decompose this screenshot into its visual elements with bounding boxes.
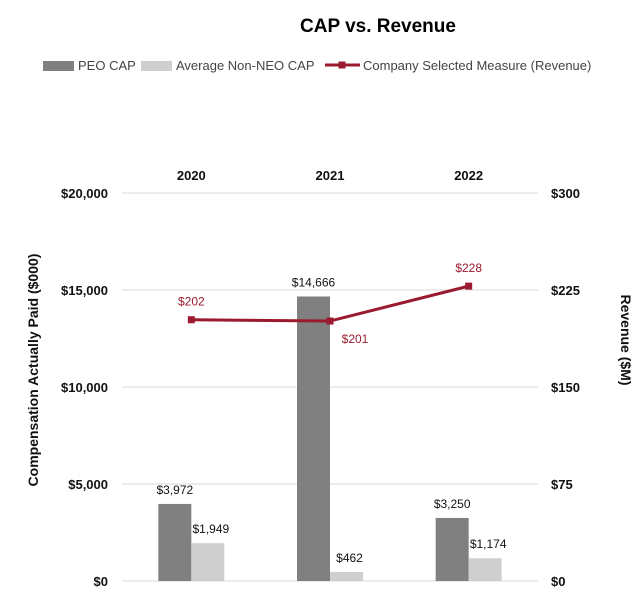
bar-non-neo-cap-2020 [191, 543, 225, 581]
bar-non-neo-cap-2022 [468, 558, 502, 581]
bar-peo-cap-2020 [158, 503, 192, 581]
revenue-point-2020 [187, 316, 195, 324]
right-axis-title: Revenue ($M) [618, 294, 634, 385]
chart-title: CAP vs. Revenue [300, 16, 456, 37]
revenue-value-label: $201 [342, 332, 369, 346]
category-label-2022: 2022 [454, 168, 483, 183]
category-labels: 2020 2021 2022 [177, 168, 483, 183]
left-axis-tick-label: $15,000 [61, 283, 108, 298]
revenue-point-2021 [326, 317, 334, 325]
revenue-value-label: $202 [178, 295, 205, 309]
right-axis-tick-label: $75 [551, 477, 573, 492]
right-axis-tick-label: $150 [551, 380, 580, 395]
right-axis-tick-label: $0 [551, 574, 565, 589]
bar-value-label: $1,949 [192, 522, 229, 536]
revenue-value-label: $228 [455, 261, 482, 275]
left-axis-tick-label: $10,000 [61, 380, 108, 395]
legend-label-non-neo-cap: Average Non-NEO CAP [176, 58, 315, 73]
bar-value-label: $1,174 [470, 537, 507, 551]
bar-peo-cap-2022 [435, 517, 469, 581]
legend-label-revenue: Company Selected Measure (Revenue) [363, 58, 591, 73]
category-label-2020: 2020 [177, 168, 206, 183]
legend-marker-revenue [338, 61, 346, 69]
left-axis-tick-label: $0 [94, 574, 108, 589]
left-axis-tick-label: $20,000 [61, 186, 108, 201]
category-label-2021: 2021 [316, 168, 345, 183]
left-axis-tick-label: $5,000 [68, 477, 108, 492]
left-axis: $0 $5,000 $10,000 $15,000 $20,000 [61, 186, 108, 589]
bars [158, 296, 502, 581]
revenue-line-series: $202 $201 $228 [178, 261, 482, 346]
right-axis: $0 $75 $150 $225 $300 [551, 186, 580, 589]
bar-value-label: $14,666 [292, 275, 336, 289]
right-axis-tick-label: $300 [551, 186, 580, 201]
bar-value-label: $3,250 [434, 497, 471, 511]
bar-non-neo-cap-2021 [330, 572, 363, 581]
bar-data-labels: $3,972 $14,666 $3,250 $1,949 $462 $1,174 [156, 275, 506, 565]
revenue-point-2022 [465, 282, 473, 290]
bar-peo-cap-2021 [297, 296, 330, 581]
legend: PEO CAP Average Non-NEO CAP Company Sele… [43, 58, 591, 73]
legend-swatch-peo-cap [43, 61, 74, 71]
legend-label-peo-cap: PEO CAP [78, 58, 136, 73]
right-axis-tick-label: $225 [551, 283, 580, 298]
left-axis-title: Compensation Actually Paid ($000) [25, 254, 41, 487]
legend-swatch-non-neo-cap [141, 61, 172, 71]
bar-value-label: $462 [336, 551, 363, 565]
bar-value-label: $3,972 [156, 483, 193, 497]
